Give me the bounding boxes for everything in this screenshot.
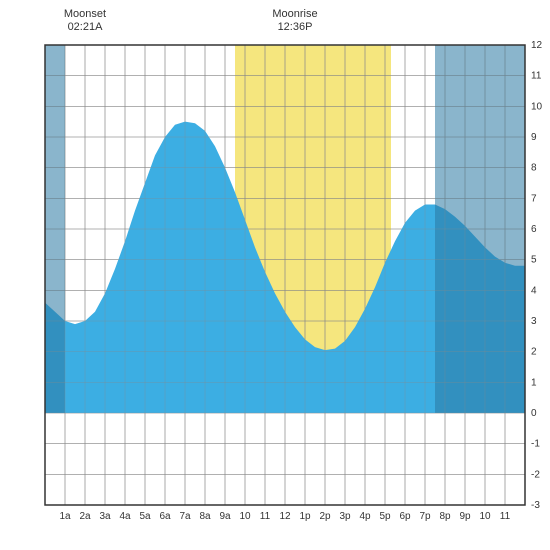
svg-text:11: 11 xyxy=(260,511,271,522)
chart-svg: 1a2a3a4a5a6a7a8a9a1011121p2p3p4p5p6p7p8p… xyxy=(0,0,550,550)
svg-text:11: 11 xyxy=(531,71,542,82)
svg-text:5: 5 xyxy=(531,255,537,266)
svg-text:1: 1 xyxy=(531,377,537,388)
svg-text:3a: 3a xyxy=(99,511,111,522)
svg-text:3: 3 xyxy=(531,316,537,327)
moonset-label: Moonset 02:21A xyxy=(55,8,115,34)
svg-text:2a: 2a xyxy=(79,511,91,522)
svg-text:8p: 8p xyxy=(439,511,451,522)
svg-text:6a: 6a xyxy=(159,511,171,522)
moonrise-time: 12:36P xyxy=(265,21,325,34)
svg-text:10: 10 xyxy=(531,101,543,112)
svg-text:2: 2 xyxy=(531,347,537,358)
svg-text:8a: 8a xyxy=(199,511,211,522)
svg-text:6p: 6p xyxy=(399,511,411,522)
svg-text:-3: -3 xyxy=(531,500,540,511)
svg-text:3p: 3p xyxy=(339,511,351,522)
svg-text:11: 11 xyxy=(500,511,511,522)
svg-text:6: 6 xyxy=(531,224,537,235)
svg-text:5a: 5a xyxy=(139,511,151,522)
svg-text:-2: -2 xyxy=(531,469,540,480)
moonrise-title: Moonrise xyxy=(265,8,325,21)
moonrise-label: Moonrise 12:36P xyxy=(265,8,325,34)
svg-text:0: 0 xyxy=(531,408,537,419)
svg-text:7a: 7a xyxy=(179,511,191,522)
svg-text:4p: 4p xyxy=(359,511,371,522)
moonset-title: Moonset xyxy=(55,8,115,21)
svg-text:9p: 9p xyxy=(459,511,471,522)
svg-text:-1: -1 xyxy=(531,439,540,450)
svg-text:8: 8 xyxy=(531,163,537,174)
svg-text:12: 12 xyxy=(531,40,543,51)
tide-chart: 1a2a3a4a5a6a7a8a9a1011121p2p3p4p5p6p7p8p… xyxy=(0,0,550,550)
svg-text:10: 10 xyxy=(479,511,491,522)
svg-text:1a: 1a xyxy=(59,511,71,522)
svg-text:4: 4 xyxy=(531,285,537,296)
svg-text:5p: 5p xyxy=(379,511,391,522)
moonset-time: 02:21A xyxy=(55,21,115,34)
svg-text:9a: 9a xyxy=(219,511,231,522)
svg-text:9: 9 xyxy=(531,132,537,143)
svg-text:7p: 7p xyxy=(419,511,431,522)
svg-text:10: 10 xyxy=(239,511,251,522)
svg-text:12: 12 xyxy=(279,511,291,522)
svg-text:7: 7 xyxy=(531,193,537,204)
svg-text:4a: 4a xyxy=(119,511,131,522)
svg-text:2p: 2p xyxy=(319,511,331,522)
svg-text:1p: 1p xyxy=(299,511,311,522)
